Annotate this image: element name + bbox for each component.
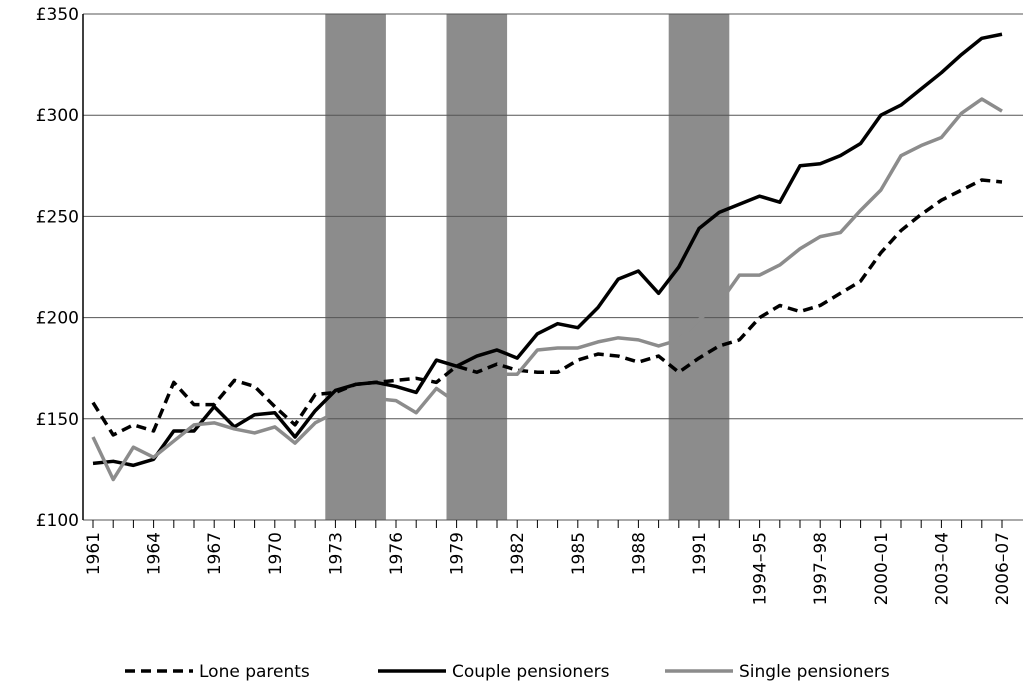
x-tick-label: 1967: [205, 532, 225, 575]
x-tick-label: 1970: [266, 532, 286, 575]
x-tick-label: 1985: [569, 532, 589, 575]
x-tick-label: 2000–01: [872, 532, 892, 605]
x-tick-label: 1988: [629, 532, 649, 575]
series-line: [92, 32, 1003, 468]
y-tick-label: £100: [36, 511, 79, 531]
x-tick-label: 1976: [387, 532, 407, 575]
x-tick-label: 1991: [690, 532, 710, 575]
x-tick-label: 2003–04: [932, 532, 952, 605]
series-line: [91, 97, 1003, 482]
shaded-period: [325, 14, 386, 520]
x-tick-label: 2006–07: [993, 532, 1013, 605]
x-tick-label: 1994–95: [751, 532, 771, 605]
series-line: [91, 178, 1003, 437]
x-tick-label: 1997–98: [811, 532, 831, 605]
y-tick-label: £200: [36, 309, 79, 329]
y-tick-label: £150: [36, 410, 79, 430]
y-tick-label: £250: [36, 207, 79, 227]
shaded-period: [446, 14, 508, 520]
x-tick-label: 1979: [448, 532, 468, 575]
legend-label: Lone parents: [199, 662, 310, 682]
x-tick-label: 1973: [326, 532, 346, 575]
y-tick-label: £300: [36, 106, 79, 126]
x-tick-label: 1964: [145, 532, 165, 575]
y-tick-label: £350: [36, 5, 79, 25]
legend-label: Couple pensioners: [452, 662, 610, 682]
x-tick-label: 1982: [508, 532, 528, 575]
legend-label: Single pensioners: [739, 662, 890, 682]
x-tick-label: 1961: [84, 532, 104, 575]
